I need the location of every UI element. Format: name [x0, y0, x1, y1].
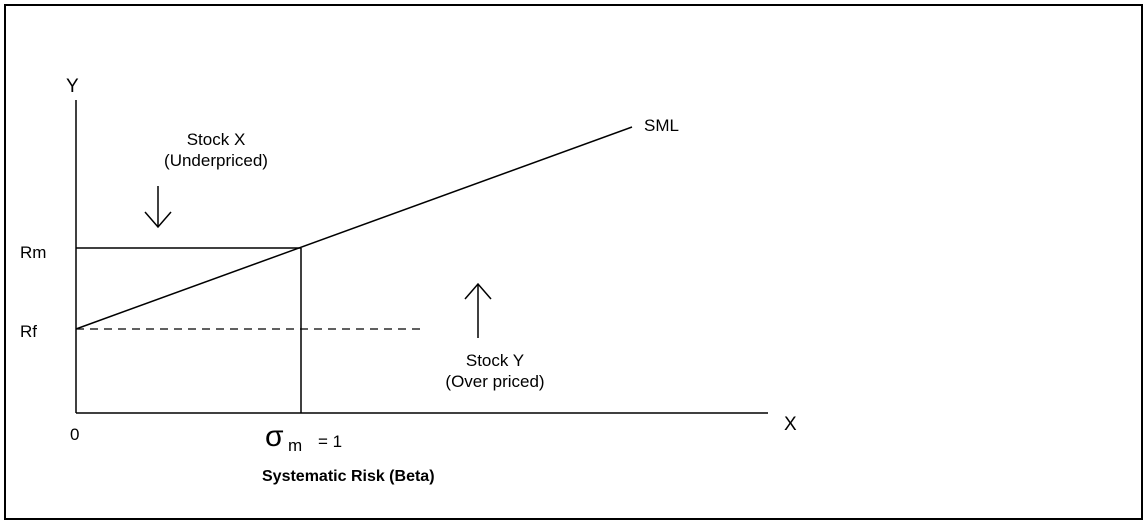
up-arrow-icon [464, 282, 492, 338]
rm-label: Rm [20, 243, 46, 262]
stock-x-note: (Underpriced) [164, 151, 268, 170]
rf-label: Rf [20, 322, 37, 341]
sml-label: SML [644, 116, 679, 135]
stock-y-note: (Over priced) [445, 372, 544, 391]
stock-x-name: Stock X [187, 130, 246, 149]
beta-symbol: σ [265, 420, 284, 453]
x-axis-label: X [784, 414, 797, 435]
diagram-frame [4, 4, 1143, 520]
y-axis-label: Y [66, 76, 79, 97]
sml-line [75, 126, 633, 330]
beta-value: = 1 [318, 432, 342, 451]
origin-label: 0 [70, 425, 79, 444]
beta-subscript: m [288, 436, 302, 455]
down-arrow-icon [144, 186, 172, 229]
x-axis-title: Systematic Risk (Beta) [262, 468, 435, 485]
stock-y-name: Stock Y [466, 351, 524, 370]
